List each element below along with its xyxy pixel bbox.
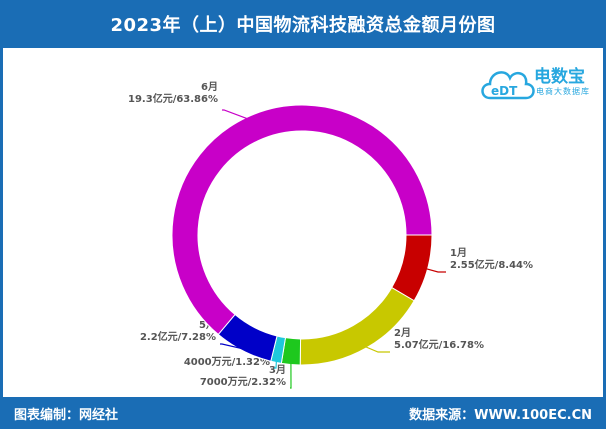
leader-line <box>274 360 278 369</box>
slice-value-label: 4000万元/1.32% <box>184 356 270 368</box>
leader-line <box>222 109 249 120</box>
brand-logo: eDT 电数宝 电商大数据库 <box>478 58 598 108</box>
slice-month-label: 2月 <box>394 327 411 339</box>
footer-editor: 图表编制：网经社 <box>14 408 119 423</box>
footer-source: 数据来源：WWW.100EC.CN <box>409 408 592 423</box>
leader-line <box>220 343 245 350</box>
slice-month-label: 6月 <box>201 81 218 93</box>
slice-value-label: 2.55亿元/8.44% <box>450 258 533 271</box>
leader-line <box>364 345 390 353</box>
slice-value-label: 5.07亿元/16.78% <box>394 338 484 351</box>
logo-subtitle: 电商大数据库 <box>536 87 590 96</box>
donut-slice <box>171 104 433 336</box>
donut-slice <box>299 286 415 366</box>
footer-bar: 图表编制：网经社 数据来源：WWW.100EC.CN <box>0 397 606 429</box>
slice-value-label: 7000万元/2.32% <box>200 376 286 388</box>
chart-title: 2023年（上）中国物流科技融资总金额月份图 <box>110 15 496 36</box>
logo-mark: eDT <box>491 84 518 98</box>
slice-value-label: 19.3亿元/63.86% <box>128 92 218 105</box>
leader-line <box>425 267 446 273</box>
slice-value-label: 2.2亿元/7.28% <box>140 330 216 343</box>
leader-line <box>290 362 292 389</box>
logo-name: 电数宝 <box>534 67 585 87</box>
slice-month-label: 3月 <box>269 364 286 376</box>
slice-month-label: 1月 <box>450 247 467 259</box>
cloud-logo-icon: eDT <box>481 71 535 100</box>
